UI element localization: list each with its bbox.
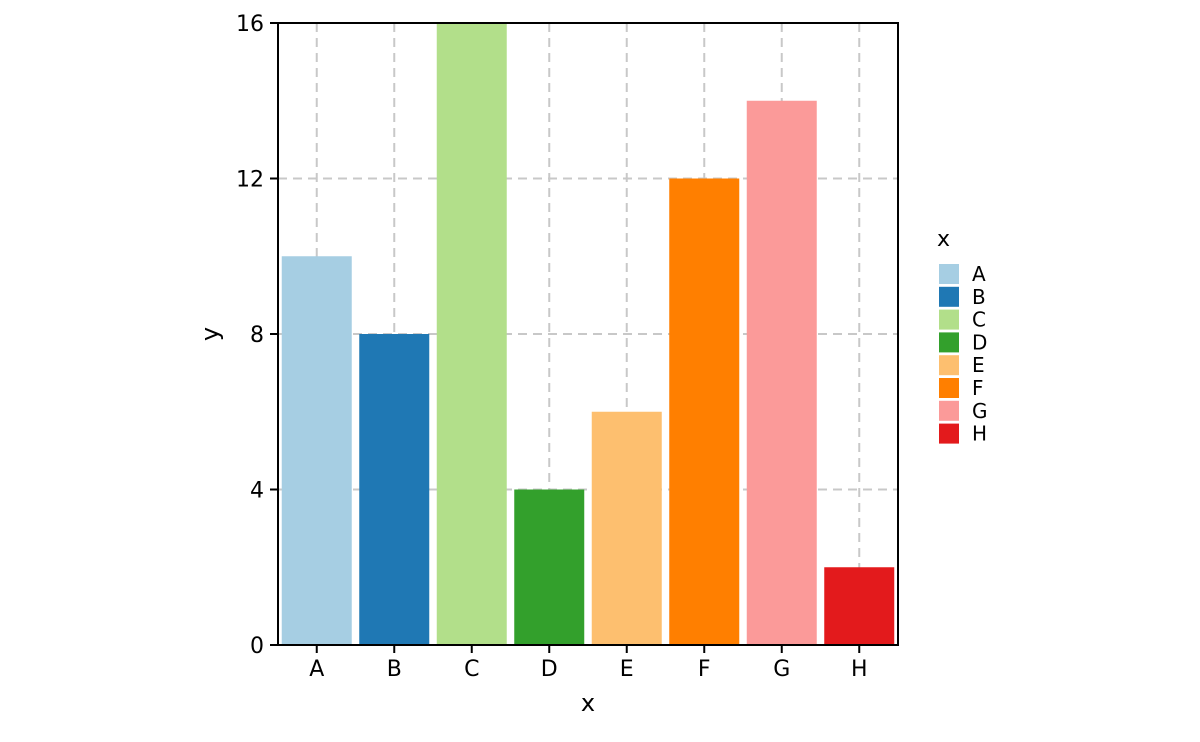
x-tick-label: F [698, 657, 711, 682]
x-axis-title: x [581, 689, 595, 717]
legend-swatch-D [939, 332, 959, 353]
x-tick-label: B [387, 657, 402, 682]
x-tick-label: H [851, 657, 868, 682]
legend-label: H [972, 422, 987, 446]
y-tick-label: 12 [236, 168, 264, 193]
legend-swatch-G [939, 400, 959, 421]
legend-title: x [937, 227, 950, 252]
bar-B [359, 334, 430, 645]
legend-swatch-C [939, 309, 959, 330]
bar-F [669, 178, 740, 645]
y-tick-label: 0 [250, 634, 264, 659]
y-tick-label: 8 [250, 323, 264, 348]
x-tick-label: A [309, 657, 324, 682]
bar-A [281, 256, 352, 645]
legend-label: B [972, 285, 986, 309]
legend-label: D [972, 330, 987, 354]
x-tick-label: E [620, 657, 634, 682]
bar-D [514, 489, 585, 645]
x-tick-label: C [464, 657, 479, 682]
legend-label: C [972, 308, 986, 332]
x-tick-label: G [773, 657, 790, 682]
x-tick-label: D [541, 657, 558, 682]
bar-G [746, 100, 817, 645]
bar-C [436, 23, 507, 645]
y-tick-label: 16 [236, 12, 264, 37]
legend-swatch-H [939, 423, 959, 444]
bar-E [591, 411, 662, 645]
x-axis-ticks: A B C D E F G H [309, 645, 868, 682]
legend-swatch-E [939, 355, 959, 376]
y-axis-title: y [196, 327, 224, 341]
legend-label: E [972, 353, 985, 377]
legend-swatch-A [939, 264, 959, 284]
bar-H [824, 567, 895, 645]
bars [281, 23, 895, 645]
legend-label: A [972, 262, 986, 286]
legend-swatch-B [939, 286, 959, 307]
y-tick-label: 4 [250, 479, 264, 504]
legend-swatch-F [939, 378, 959, 398]
legend-label: G [972, 399, 988, 423]
y-axis-ticks: 0 4 8 12 16 [236, 12, 278, 659]
legend-label: F [972, 376, 984, 400]
